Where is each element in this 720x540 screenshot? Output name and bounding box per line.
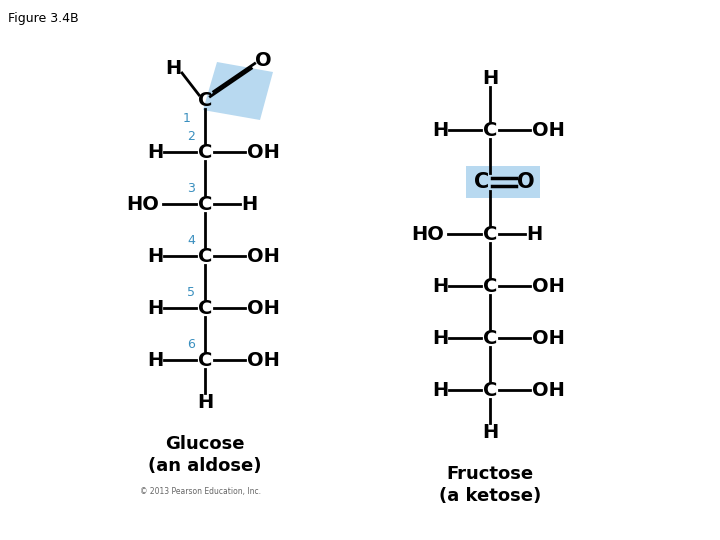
Text: C: C [483, 276, 498, 295]
Polygon shape [203, 62, 273, 120]
Text: 6: 6 [187, 339, 195, 352]
Text: Figure 3.4B: Figure 3.4B [8, 12, 78, 25]
Text: H: H [432, 276, 448, 295]
Text: H: H [482, 69, 498, 87]
FancyBboxPatch shape [466, 166, 540, 198]
Text: OH: OH [531, 276, 564, 295]
Text: OH: OH [531, 381, 564, 400]
Text: 5: 5 [187, 287, 195, 300]
Text: H: H [147, 246, 163, 266]
Text: C: C [198, 91, 212, 110]
Text: C: C [198, 143, 212, 161]
Text: 1: 1 [183, 111, 191, 125]
Text: C: C [483, 381, 498, 400]
Text: C: C [198, 299, 212, 318]
Text: 4: 4 [187, 234, 195, 247]
Text: C: C [198, 194, 212, 213]
Text: C: C [198, 246, 212, 266]
Text: 2: 2 [187, 131, 195, 144]
Text: H: H [147, 299, 163, 318]
Text: H: H [197, 393, 213, 411]
Text: HO: HO [127, 194, 159, 213]
Text: OH: OH [246, 299, 279, 318]
Text: H: H [165, 58, 181, 78]
Text: C: C [483, 225, 498, 244]
Text: 3: 3 [187, 183, 195, 195]
Text: O: O [255, 51, 271, 70]
Text: OH: OH [531, 328, 564, 348]
Text: O: O [517, 172, 535, 192]
Text: C: C [198, 350, 212, 369]
Text: H: H [432, 120, 448, 139]
Text: H: H [482, 422, 498, 442]
Text: Glucose
(an aldose): Glucose (an aldose) [148, 435, 262, 475]
Text: C: C [483, 328, 498, 348]
Text: H: H [526, 225, 542, 244]
Text: H: H [147, 143, 163, 161]
Text: © 2013 Pearson Education, Inc.: © 2013 Pearson Education, Inc. [140, 487, 261, 496]
Text: H: H [432, 328, 448, 348]
Text: HO: HO [412, 225, 444, 244]
Text: OH: OH [531, 120, 564, 139]
Text: OH: OH [246, 350, 279, 369]
Text: Fructose
(a ketose): Fructose (a ketose) [439, 465, 541, 505]
Text: C: C [483, 120, 498, 139]
Text: OH: OH [246, 143, 279, 161]
Text: H: H [432, 381, 448, 400]
Text: H: H [147, 350, 163, 369]
Text: OH: OH [246, 246, 279, 266]
Text: H: H [241, 194, 257, 213]
Text: C: C [474, 172, 490, 192]
